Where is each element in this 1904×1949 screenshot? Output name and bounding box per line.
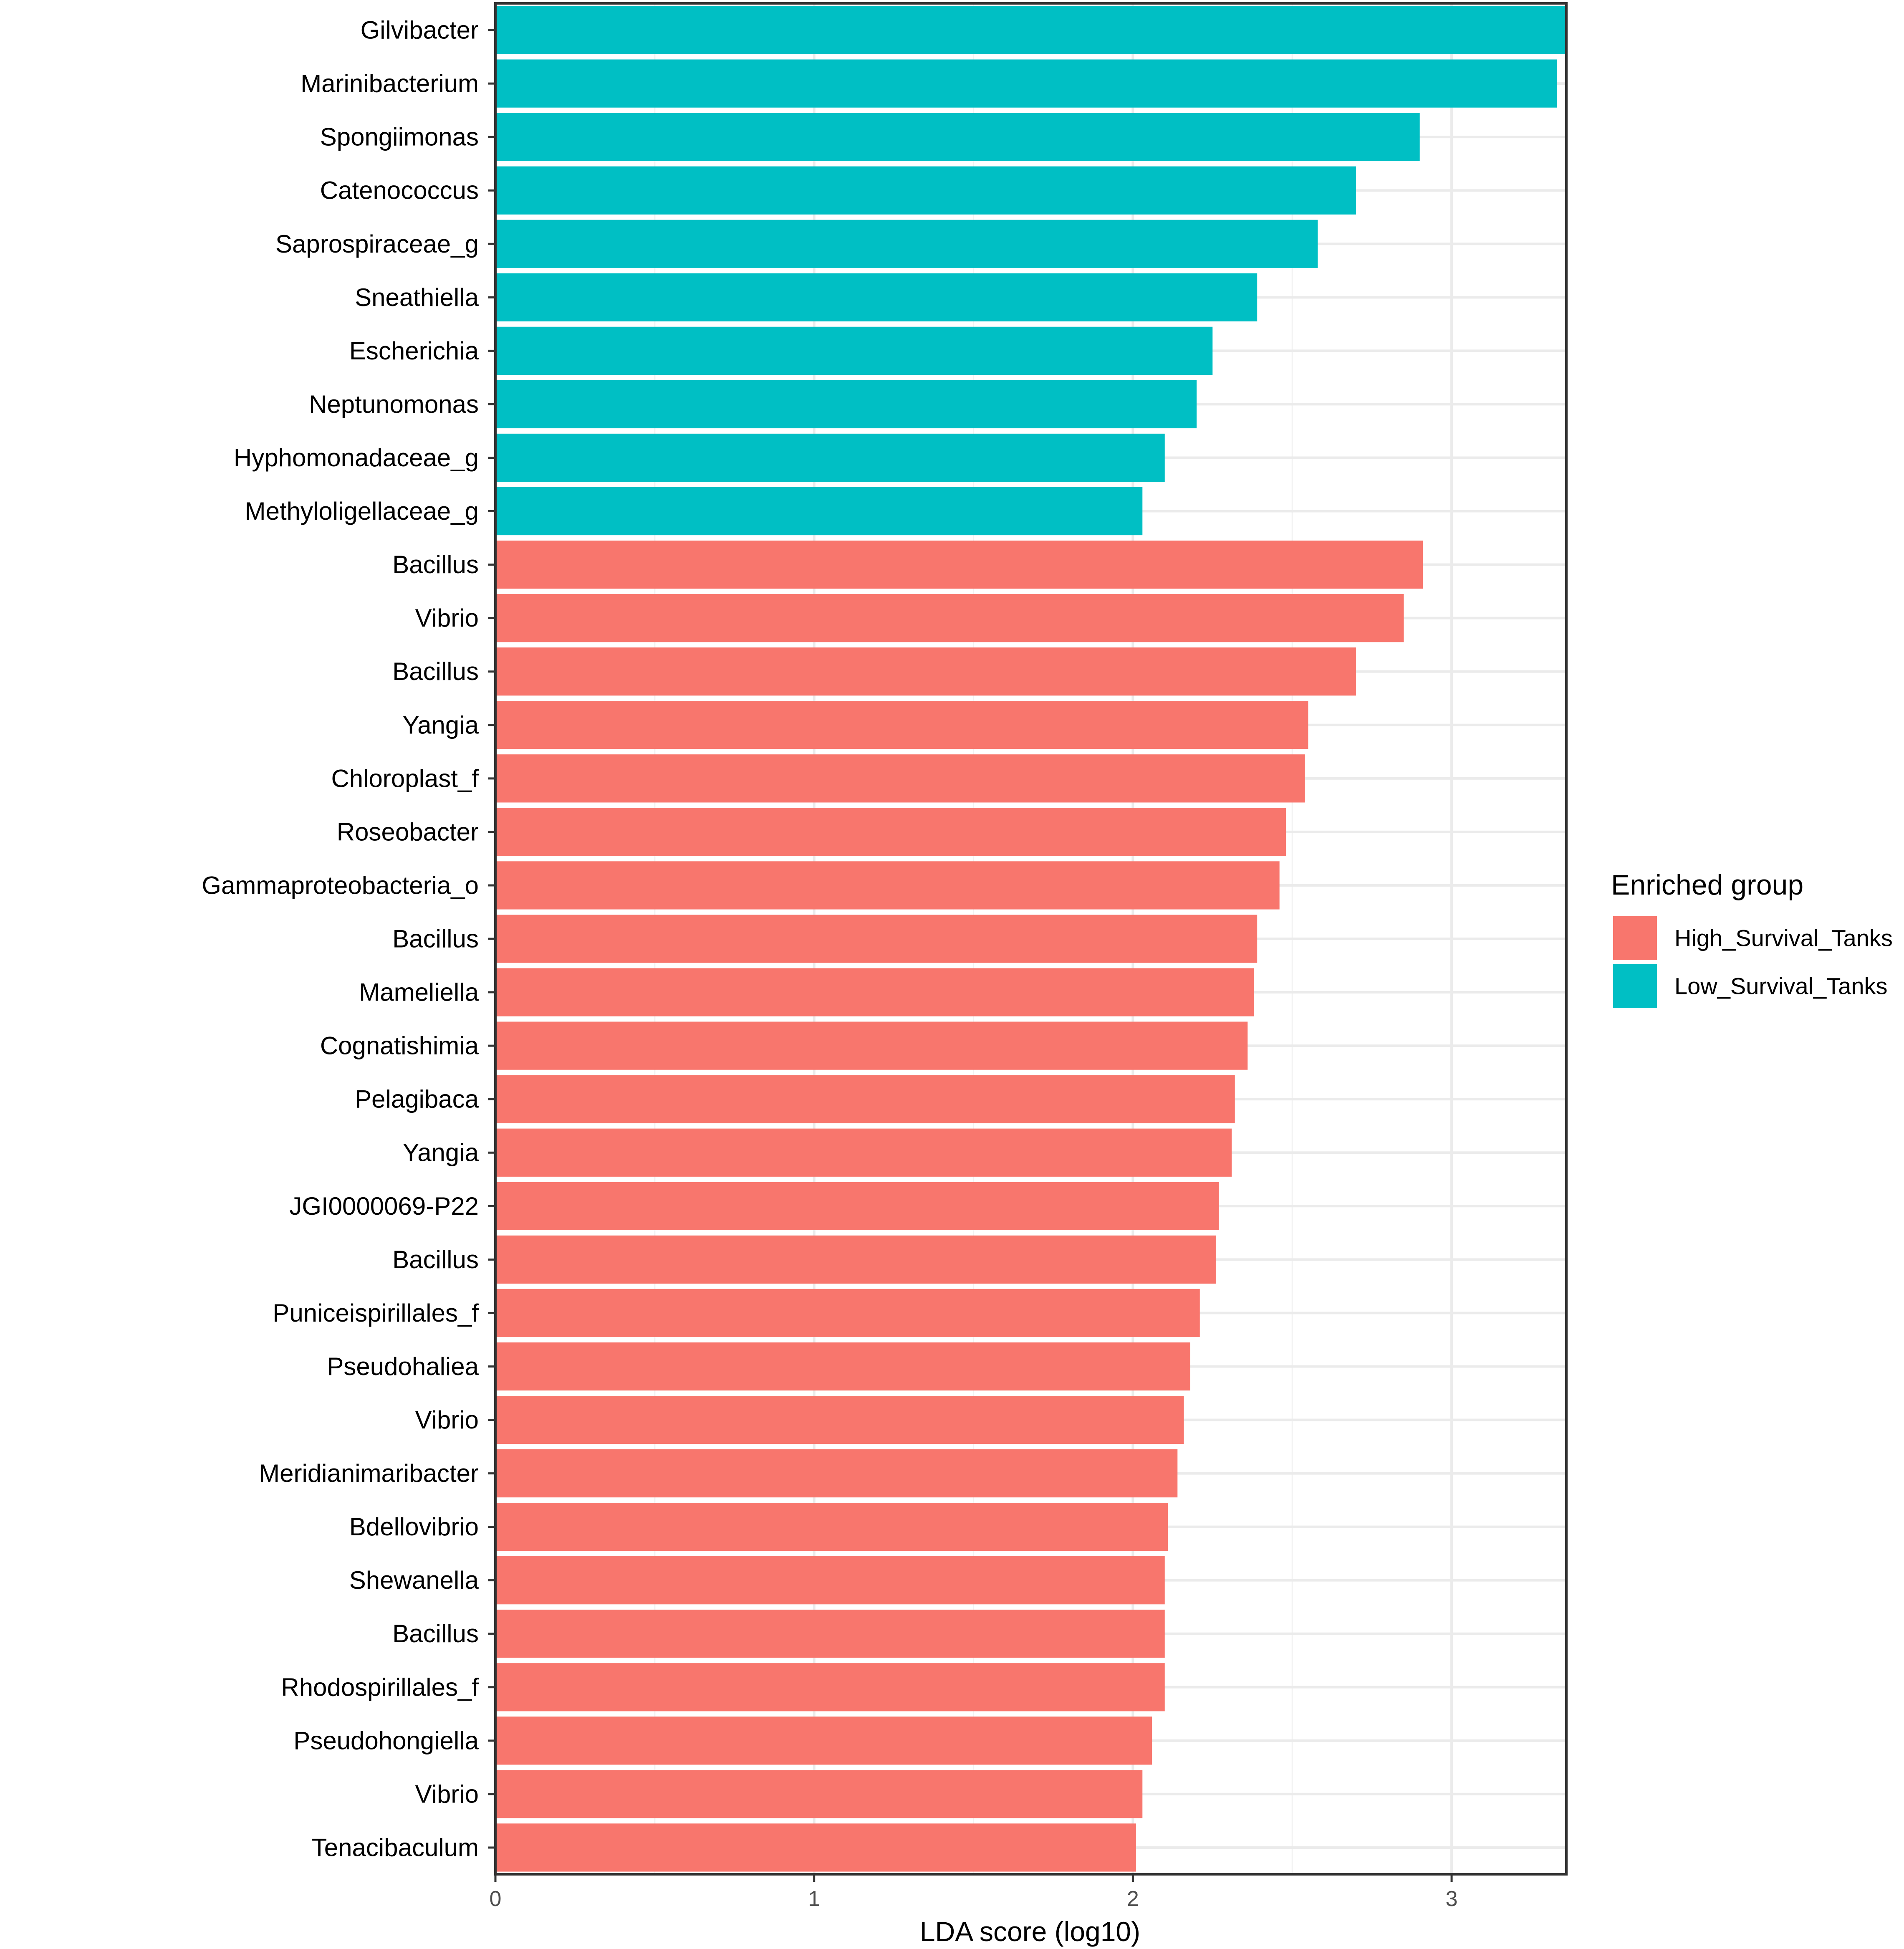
bar-low-survival-tanks — [495, 380, 1197, 429]
y-tick-label: Catenococcus — [320, 177, 479, 205]
bar-low-survival-tanks — [495, 433, 1165, 482]
legend-label: Low_Survival_Tanks — [1674, 973, 1887, 999]
y-tick-label: Bacillus — [392, 1620, 479, 1648]
y-tick-label: Gammaproteobacteria_o — [202, 871, 479, 899]
bar-low-survival-tanks — [495, 487, 1143, 536]
y-tick-label: Hyphomonadaceae_g — [234, 444, 479, 472]
y-tick-label: Pseudohaliea — [327, 1352, 479, 1380]
bar-high-survival-tanks — [495, 1770, 1143, 1818]
y-tick-label: Neptunomonas — [309, 390, 479, 418]
y-tick-label: Gilvibacter — [361, 16, 479, 44]
y-tick-label: Puniceispirillales_f — [273, 1299, 479, 1327]
bar-high-survival-tanks — [495, 1342, 1190, 1391]
bar-low-survival-tanks — [495, 113, 1420, 161]
bar-high-survival-tanks — [495, 1021, 1248, 1070]
bar-high-survival-tanks — [495, 808, 1286, 856]
y-tick-label: JGI0000069-P22 — [289, 1192, 479, 1220]
bar-high-survival-tanks — [495, 540, 1423, 589]
bar-high-survival-tanks — [495, 1289, 1200, 1337]
bar-high-survival-tanks — [495, 647, 1356, 696]
y-tick-label: Methyloligellaceae_g — [245, 497, 479, 525]
y-tick-label: Mameliella — [359, 978, 479, 1006]
legend: Enriched group High_Survival_Tanks Low_Su… — [1611, 869, 1893, 1008]
bars — [495, 6, 1566, 1872]
bar-high-survival-tanks — [495, 861, 1280, 910]
bar-high-survival-tanks — [495, 1235, 1216, 1284]
bar-low-survival-tanks — [495, 6, 1566, 54]
bar-high-survival-tanks — [495, 594, 1404, 642]
y-tick-label: Tenacibaculum — [312, 1833, 479, 1861]
y-tick-label: Rhodospirillales_f — [281, 1673, 479, 1701]
x-axis-labels: 0 1 2 3 — [490, 1887, 1458, 1911]
bar-high-survival-tanks — [495, 1182, 1219, 1230]
bar-low-survival-tanks — [495, 273, 1258, 321]
bar-high-survival-tanks — [495, 701, 1308, 749]
x-tick-label: 1 — [808, 1887, 820, 1911]
y-tick-label: Spongiimonas — [320, 123, 479, 151]
y-tick-label: Cognatishimia — [320, 1032, 479, 1060]
bar-low-survival-tanks — [495, 59, 1557, 108]
bar-low-survival-tanks — [495, 220, 1318, 268]
bar-high-survival-tanks — [495, 1128, 1232, 1177]
x-tick-label: 2 — [1127, 1887, 1139, 1911]
y-tick-label: Bacillus — [392, 925, 479, 953]
y-tick-label: Bacillus — [392, 551, 479, 579]
y-tick-label: Sneathiella — [355, 283, 479, 311]
bar-high-survival-tanks — [495, 1716, 1152, 1765]
y-tick-label: Bacillus — [392, 1246, 479, 1274]
y-tick-label: Roseobacter — [337, 818, 479, 846]
x-tick-label: 0 — [490, 1887, 502, 1911]
legend-swatch — [1613, 916, 1657, 960]
y-tick-label: Meridianimaribacter — [259, 1459, 479, 1487]
y-tick-label: Pelagibaca — [355, 1085, 479, 1113]
bar-high-survival-tanks — [495, 1663, 1165, 1711]
y-tick-label: Vibrio — [415, 1406, 479, 1434]
bar-high-survival-tanks — [495, 915, 1258, 963]
x-axis-title: LDA score (log10) — [920, 1916, 1140, 1947]
bar-high-survival-tanks — [495, 968, 1254, 1016]
y-tick-label: Bacillus — [392, 657, 479, 685]
x-tick-label: 3 — [1446, 1887, 1458, 1911]
bar-high-survival-tanks — [495, 1556, 1165, 1605]
bar-high-survival-tanks — [495, 1395, 1184, 1444]
bar-low-survival-tanks — [495, 326, 1213, 375]
y-tick-label: Pseudohongiella — [293, 1727, 479, 1754]
bar-high-survival-tanks — [495, 1503, 1168, 1551]
y-tick-label: Vibrio — [415, 1780, 479, 1808]
bar-low-survival-tanks — [495, 166, 1356, 215]
bar-high-survival-tanks — [495, 1823, 1136, 1872]
y-tick-label: Marinibacterium — [300, 70, 479, 98]
y-tick-label: Yangia — [403, 1139, 479, 1167]
y-tick-label: Saprospiraceae_g — [275, 230, 479, 258]
y-tick-label: Bdellovibrio — [349, 1513, 479, 1541]
plot-border — [494, 2, 1568, 1876]
legend-swatch — [1613, 964, 1657, 1008]
bar-high-survival-tanks — [495, 754, 1305, 803]
bar-high-survival-tanks — [495, 1075, 1235, 1123]
axes — [488, 2, 1568, 1882]
y-tick-label: Vibrio — [415, 604, 479, 632]
y-axis-labels: Gilvibacter Marinibacterium Spongiimonas Ca… — [202, 16, 479, 1862]
legend-title: Enriched group — [1611, 869, 1803, 901]
bar-high-survival-tanks — [495, 1610, 1165, 1658]
y-tick-label: Chloroplast_f — [331, 764, 479, 792]
y-tick-label: Shewanella — [349, 1566, 479, 1594]
y-tick-label: Yangia — [403, 711, 479, 739]
y-tick-label: Escherichia — [349, 337, 479, 365]
bar-high-survival-tanks — [495, 1449, 1178, 1498]
legend-label: High_Survival_Tanks — [1674, 925, 1893, 951]
